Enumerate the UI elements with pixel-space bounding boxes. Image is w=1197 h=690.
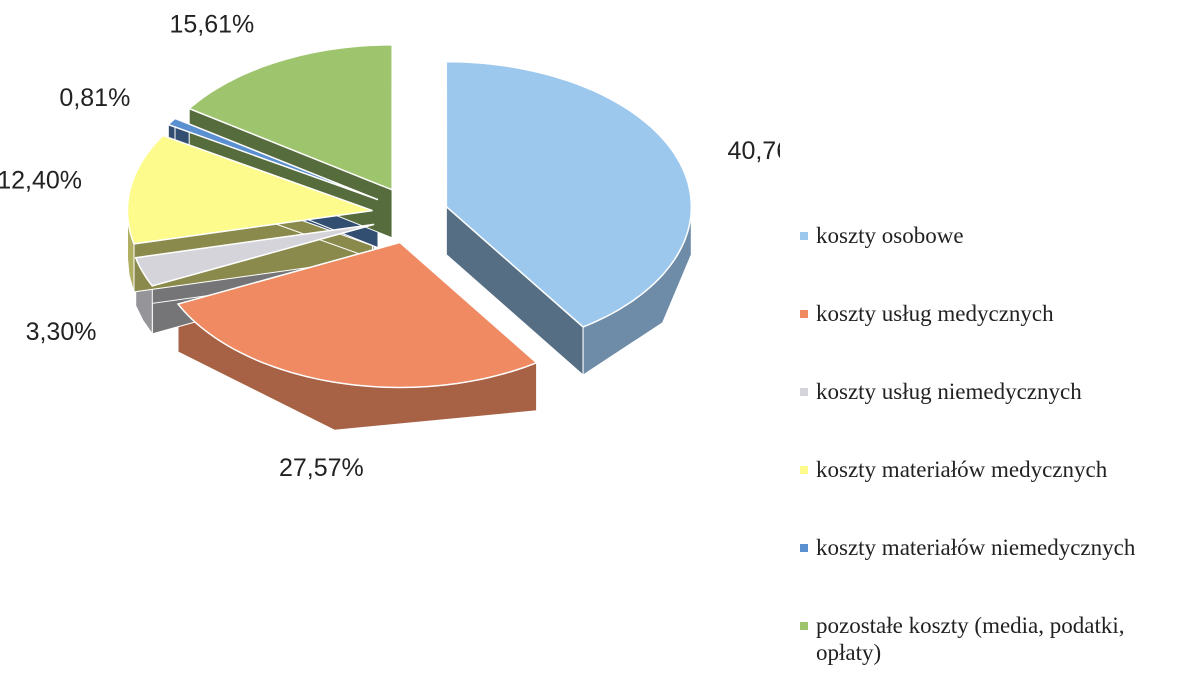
legend-item: pozostałe koszty (media, podatki, opłaty… — [800, 612, 1190, 690]
legend-swatch — [800, 388, 808, 396]
legend-item: koszty materiałów niemedycznych — [800, 534, 1190, 612]
slice — [166, 117, 379, 201]
legend-item: koszty usług niemedycznych — [800, 378, 1190, 456]
slice — [126, 134, 373, 245]
legend-item: koszty usług medycznych — [800, 300, 1190, 378]
slice — [187, 44, 393, 191]
legend-swatch — [800, 232, 808, 240]
legend: koszty osobowe koszty usług medycznych kos… — [800, 222, 1190, 690]
slice — [445, 60, 693, 328]
legend-label: koszty materiałów medycznych — [816, 457, 1108, 482]
data-label: 3,30% — [26, 318, 97, 346]
legend-label: koszty usług niemedycznych — [816, 379, 1082, 404]
data-label: 12,40% — [0, 166, 82, 194]
legend-label: pozostałe koszty (media, podatki, opłaty… — [816, 613, 1125, 665]
legend-label: koszty osobowe — [816, 223, 964, 248]
legend-swatch — [800, 622, 808, 630]
legend-item: koszty materiałów medycznych — [800, 456, 1190, 534]
data-label: 40,76% — [728, 137, 780, 165]
legend-swatch — [800, 466, 808, 474]
data-label: 0,81% — [59, 84, 130, 112]
slice — [134, 223, 375, 287]
legend-swatch — [800, 310, 808, 318]
legend-item: koszty osobowe — [800, 222, 1190, 300]
legend-swatch — [800, 544, 808, 552]
slice — [176, 241, 539, 389]
data-label: 15,61% — [169, 11, 254, 39]
legend-label: koszty usług medycznych — [816, 301, 1054, 326]
data-label: 27,57% — [279, 454, 364, 482]
chart: 40,76% 27,57% 3,30% 12,40% 0,81% 15,61% — [0, 11, 780, 482]
legend-label: koszty materiałów niemedycznych — [816, 535, 1136, 560]
